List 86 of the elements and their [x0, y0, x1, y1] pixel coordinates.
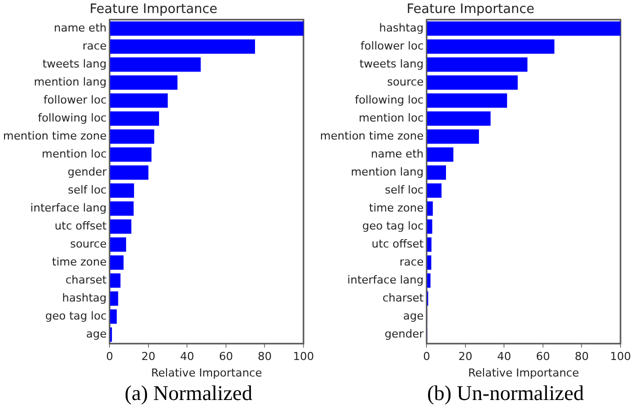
y-tick-label: self loc [68, 183, 107, 196]
bar [110, 219, 132, 234]
bar [427, 183, 442, 198]
x-tick-label: 40 [180, 350, 194, 364]
y-tick-label: name eth [54, 21, 107, 34]
x-tick-label: 100 [293, 350, 314, 364]
y-tick-label: hashtag [379, 21, 424, 34]
y-tick-label: following loc [354, 93, 424, 106]
x-tick-label: 20 [458, 350, 472, 364]
y-tick-label: source [387, 75, 424, 88]
bar [110, 291, 118, 306]
y-tick-label: mention lang [34, 75, 107, 88]
bar [110, 273, 120, 288]
x-tick-label: 60 [536, 350, 550, 364]
text: (a) Normalized [124, 381, 254, 405]
y-tick-label: age [86, 327, 107, 340]
bar [427, 39, 554, 54]
x-tick-label: 60 [218, 350, 233, 364]
x-axis-title: Relative Importance [468, 366, 580, 380]
y-tick-label: gender [68, 165, 108, 178]
bar [427, 75, 518, 90]
y-tick-label: age [403, 309, 424, 322]
x-tick-label: 80 [574, 350, 589, 364]
bar [110, 39, 256, 54]
bar [110, 237, 126, 252]
bar [427, 237, 432, 252]
x-tick-label: 0 [106, 350, 114, 364]
x-tick-label: 100 [610, 350, 631, 364]
y-tick-label: geo tag loc [362, 219, 424, 232]
bar [110, 93, 168, 108]
y-tick-label: tweets lang [359, 57, 424, 70]
y-tick-label: source [70, 237, 107, 250]
y-tick-label: interface lang [30, 201, 107, 214]
y-tick-label: tweets lang [42, 57, 107, 70]
y-tick-label: time zone [369, 201, 424, 214]
bar [427, 273, 430, 288]
text: (b) Un-normalized [426, 381, 585, 405]
y-tick-label: mention loc [358, 111, 424, 124]
bar [110, 111, 160, 126]
x-tick-label: 40 [497, 350, 512, 364]
x-tick-label: 20 [141, 350, 156, 364]
y-tick-label: hashtag [62, 291, 107, 304]
bar [427, 57, 528, 72]
bar [427, 165, 446, 180]
y-tick-label: follower loc [44, 93, 107, 106]
bar [427, 111, 491, 126]
y-tick-label: race [400, 255, 424, 268]
bar [110, 201, 134, 216]
y-tick-label: self loc [384, 183, 424, 196]
bar [427, 93, 508, 108]
bar [427, 219, 432, 234]
y-tick-label: mention lang [350, 165, 424, 178]
bar [110, 309, 117, 324]
y-tick-label: mention loc [42, 147, 107, 160]
bar [110, 183, 134, 198]
y-tick-label: gender [384, 327, 424, 340]
chart-title: Feature Importance [406, 2, 534, 18]
bar [110, 147, 152, 162]
bar [427, 147, 454, 162]
bar [110, 57, 201, 72]
y-tick-label: mention time zone [2, 129, 107, 142]
x-axis-title: Relative Importance [151, 366, 262, 380]
y-tick-label: charset [382, 291, 424, 304]
y-tick-label: mention time zone [320, 129, 424, 142]
bar [110, 255, 124, 270]
y-tick-label: name eth [370, 147, 424, 160]
y-tick-label: time zone [52, 255, 107, 268]
y-tick-label: following loc [38, 111, 107, 124]
y-tick-label: utc offset [372, 237, 424, 250]
bar [427, 201, 433, 216]
x-tick-label: 80 [258, 350, 272, 364]
y-tick-label: charset [66, 273, 108, 286]
y-tick-label: geo tag loc [45, 309, 107, 322]
y-tick-label: interface lang [347, 273, 424, 286]
bar [110, 129, 154, 144]
bar [110, 21, 304, 36]
bar [110, 75, 178, 90]
y-tick-label: race [82, 39, 107, 52]
chart-title: Feature Importance [90, 2, 218, 18]
bar [110, 165, 148, 180]
bar [427, 21, 620, 36]
x-tick-label: 0 [423, 350, 430, 364]
y-tick-label: follower loc [360, 39, 424, 52]
bar [427, 129, 479, 144]
y-tick-label: utc offset [54, 219, 108, 232]
bar [427, 255, 432, 270]
